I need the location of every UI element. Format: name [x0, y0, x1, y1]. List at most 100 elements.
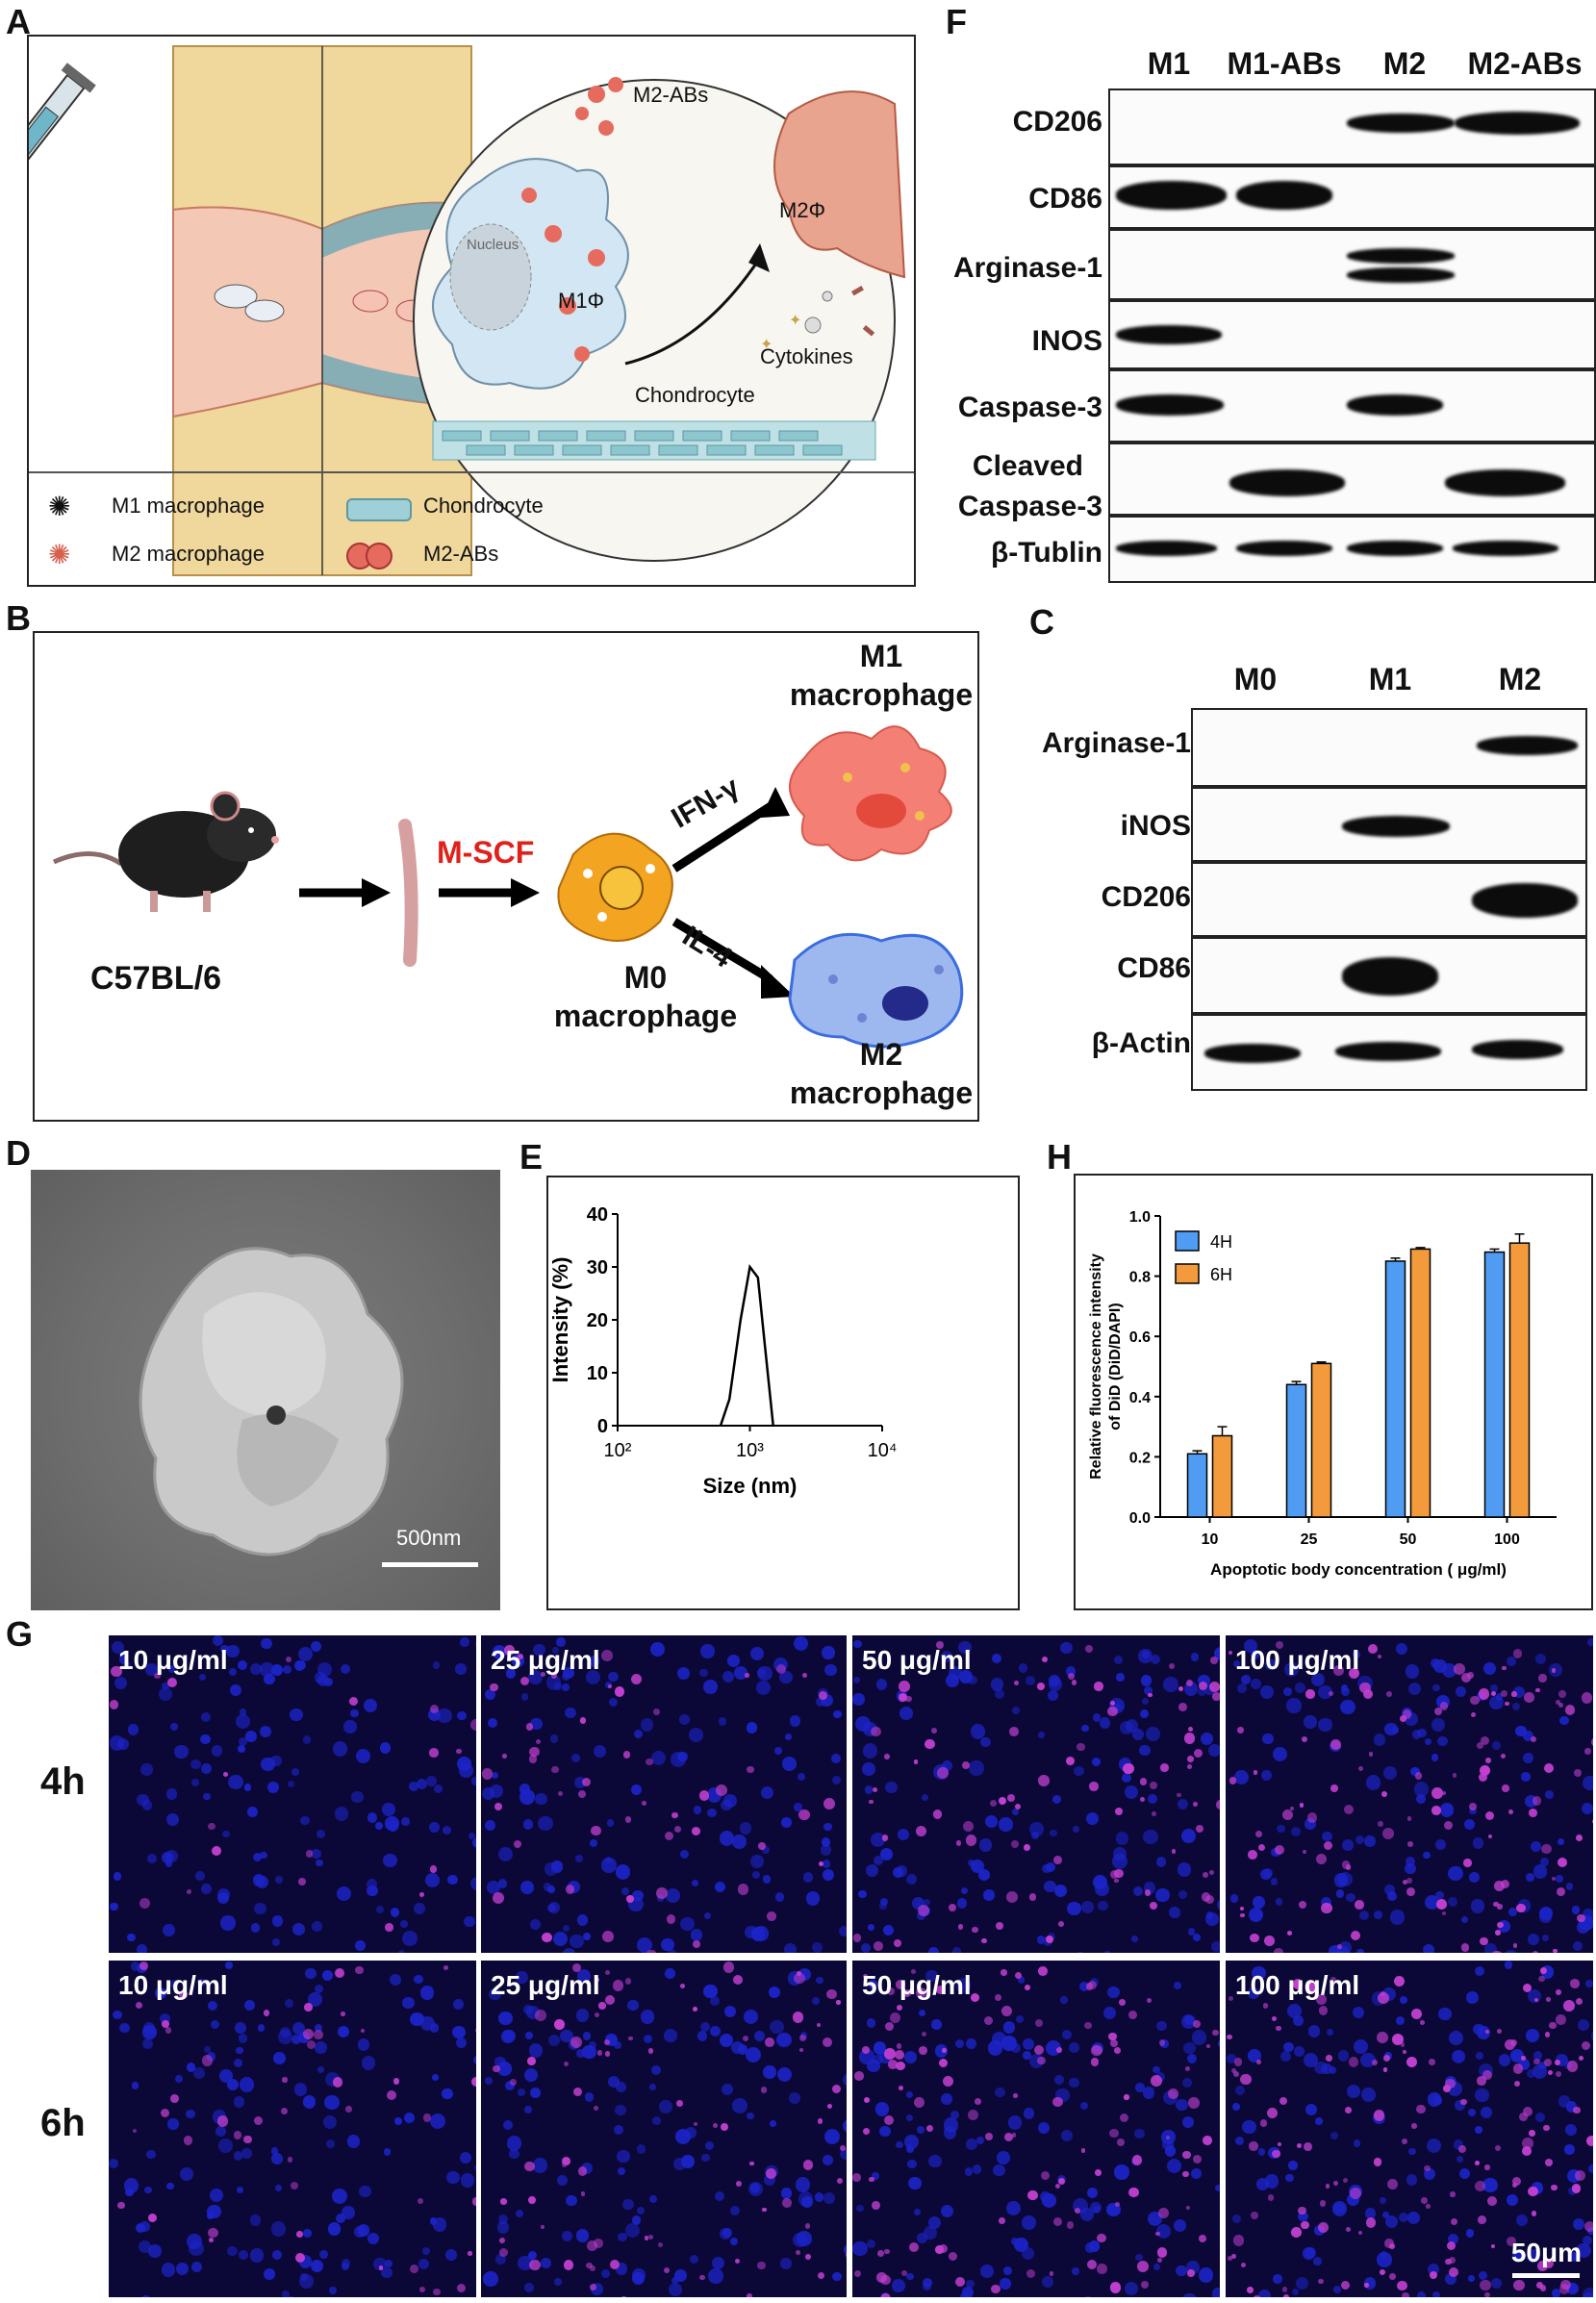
- bar: [1285, 1383, 1307, 1518]
- nucleus-dot: [464, 1916, 475, 1928]
- y-tick-label: 10: [587, 1363, 608, 1384]
- nucleus-dot: [922, 1793, 929, 1801]
- did-signal-dot: [1511, 1691, 1517, 1697]
- nucleus-dot: [966, 2279, 975, 2288]
- nucleus-dot: [871, 1832, 886, 1847]
- nucleus-dot: [528, 2043, 544, 2058]
- nucleus-dot: [832, 1775, 842, 1785]
- did-signal-dot: [602, 1930, 615, 1942]
- nucleus-dot: [543, 1883, 552, 1891]
- nucleus-dot: [250, 1922, 261, 1933]
- nucleus-dot: [113, 1872, 122, 1881]
- size-point: [728, 1399, 730, 1400]
- nucleus-dot: [445, 2170, 460, 2185]
- nucleus-dot: [547, 2034, 560, 2046]
- nucleus-dot: [1448, 2031, 1463, 2046]
- y-tick-label: 0: [597, 1416, 608, 1437]
- nucleus-dot: [621, 1887, 629, 1896]
- nucleus-dot: [730, 2041, 744, 2055]
- nucleus-dot: [839, 1926, 847, 1937]
- nucleus-dot: [1012, 1809, 1020, 1816]
- nucleus-dot: [753, 1925, 770, 1941]
- nucleus-dot: [668, 2283, 682, 2296]
- did-signal-dot: [1193, 1748, 1203, 1759]
- did-signal-dot: [1236, 1727, 1244, 1734]
- nucleus-dot: [866, 2239, 876, 2248]
- did-signal-dot: [736, 2180, 743, 2187]
- nucleus-dot: [175, 2074, 184, 2084]
- did-signal-dot: [1150, 1902, 1158, 1911]
- did-signal-dot: [645, 1949, 657, 1953]
- nucleus-dot: [651, 2065, 662, 2076]
- nucleus-dot: [505, 1667, 517, 1679]
- did-signal-dot: [647, 2234, 653, 2240]
- did-signal-dot: [1230, 2067, 1237, 2074]
- did-signal-dot: [998, 1796, 1006, 1805]
- nucleus-dot: [110, 1902, 118, 1911]
- nucleus-dot: [714, 2191, 724, 2202]
- did-signal-dot: [385, 1923, 393, 1932]
- nucleus-dot: [892, 1866, 903, 1879]
- did-signal-dot: [1524, 1692, 1534, 1704]
- nucleus-dot: [1587, 2164, 1593, 2174]
- nucleus-dot: [1542, 1934, 1550, 1941]
- nucleus-dot: [1519, 2059, 1531, 2070]
- did-signal-dot: [1253, 2295, 1262, 2297]
- nucleus-dot: [243, 1784, 252, 1791]
- nucleus-dot: [373, 2257, 387, 2271]
- nucleus-dot: [297, 1646, 314, 1662]
- did-signal-dot: [1005, 1890, 1018, 1903]
- nucleus-dot: [702, 1680, 718, 1695]
- nucleus-dot: [161, 2262, 176, 2277]
- did-signal-dot: [871, 2201, 880, 2211]
- did-signal-dot: [578, 1789, 587, 1799]
- did-signal-dot: [604, 2039, 610, 2046]
- nucleus-dot: [142, 2025, 157, 2039]
- nucleus-dot: [1538, 2061, 1548, 2070]
- did-signal-dot: [957, 1924, 964, 1930]
- nucleus-dot: [899, 1707, 914, 1721]
- nucleus-dot: [562, 1948, 575, 1953]
- did-signal-dot: [1337, 1944, 1342, 1949]
- nucleus-dot: [896, 2140, 903, 2148]
- nucleus-dot: [640, 2009, 655, 2024]
- band: [1445, 469, 1565, 496]
- nucleus-dot: [1275, 1898, 1283, 1906]
- scale-label-g: 50μm: [1510, 2238, 1582, 2267]
- nucleus-dot: [1432, 2290, 1440, 2297]
- did-signal-dot: [863, 1973, 869, 1979]
- nucleus-dot: [873, 2054, 883, 2065]
- nucleus-dot: [1333, 2202, 1345, 2214]
- did-signal-dot: [1478, 2215, 1486, 2224]
- m2-abs-icon-2: [366, 543, 393, 569]
- nucleus-dot: [198, 1674, 206, 1682]
- nucleus-dot: [652, 2116, 661, 2125]
- nucleus-dot: [640, 1718, 654, 1732]
- nucleus-dot: [387, 1820, 399, 1832]
- nucleus-dot: [475, 1639, 476, 1650]
- size-point: [749, 1266, 750, 1268]
- nucleus-dot: [1084, 2242, 1096, 2253]
- did-signal-dot: [1321, 1902, 1332, 1914]
- nucleus-dot: [283, 1664, 292, 1674]
- nucleus-dot: [1080, 1724, 1089, 1733]
- nucleus-dot: [492, 1644, 507, 1659]
- did-signal-dot: [1486, 2196, 1497, 2207]
- nucleus-dot: [632, 1889, 644, 1902]
- nucleus-dot: [522, 1819, 534, 1830]
- did-signal-dot: [883, 2114, 894, 2125]
- nucleus-dot: [317, 1674, 329, 1686]
- nucleus-dot: [447, 1874, 458, 1885]
- did-signal-dot: [1192, 2154, 1202, 2164]
- did-signal-dot: [1577, 1913, 1585, 1922]
- did-signal-dot: [692, 2006, 697, 2012]
- legend-label: 4H: [1210, 1232, 1232, 1252]
- did-signal-dot: [999, 2217, 1005, 2224]
- nucleus-dot: [749, 2183, 761, 2194]
- did-signal-dot: [529, 1746, 540, 1757]
- nucleus-dot: [1250, 1650, 1260, 1659]
- nucleus-dot: [485, 1820, 496, 1832]
- row-c-cd86: CD86: [1117, 952, 1191, 984]
- did-signal-dot: [1406, 1887, 1415, 1897]
- nucleus-dot: [1425, 1895, 1440, 1911]
